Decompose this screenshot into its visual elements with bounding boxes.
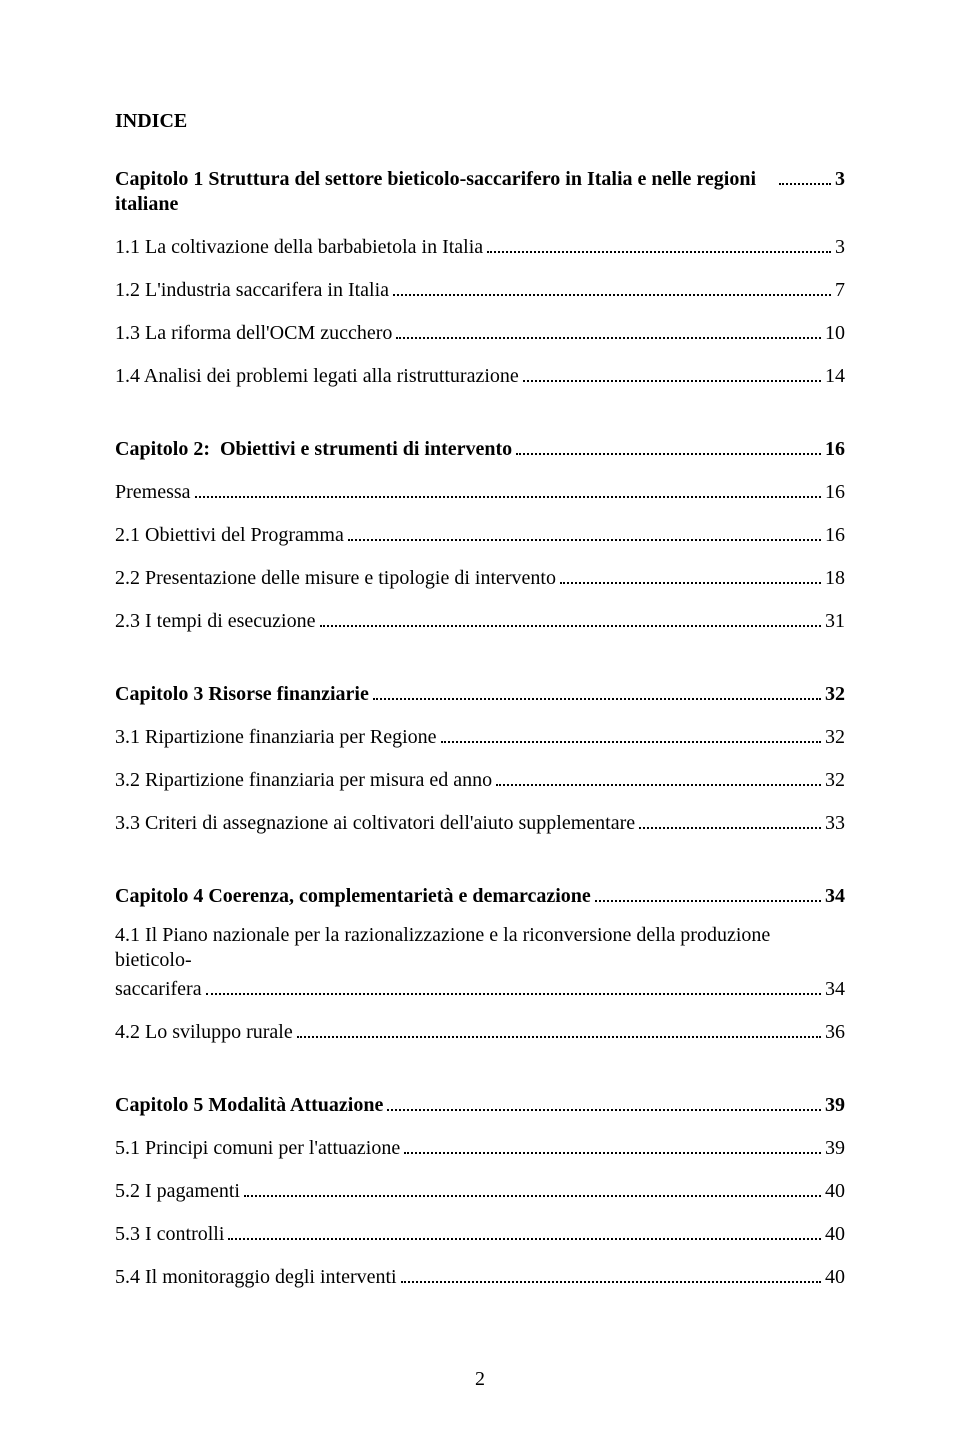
toc-entry-text: 5.4 Il monitoraggio degli interventi xyxy=(115,1265,397,1290)
toc-leader-dots xyxy=(639,807,821,829)
toc-entry-page: 40 xyxy=(825,1179,845,1204)
toc-chapter-heading: Capitolo 1 Struttura del settore bietico… xyxy=(115,163,845,217)
toc-leader-dots xyxy=(560,562,821,584)
toc-leader-dots xyxy=(496,764,821,786)
toc-entry-page: 3 xyxy=(835,235,845,260)
toc-entry: 1.3 La riforma dell'OCM zucchero 10 xyxy=(115,317,845,346)
toc-entry: 1.2 L'industria saccarifera in Italia 7 xyxy=(115,274,845,303)
toc-leader-dots xyxy=(401,1261,821,1283)
toc-entry-page: 34 xyxy=(825,884,845,909)
toc-entry-page: 32 xyxy=(825,768,845,793)
toc-entry-page: 10 xyxy=(825,321,845,346)
toc-leader-dots xyxy=(195,476,821,498)
toc-leader-dots xyxy=(487,231,831,253)
toc-entry-text: 2.3 I tempi di esecuzione xyxy=(115,609,316,634)
toc-entry-text: 5.1 Principi comuni per l'attuazione xyxy=(115,1136,400,1161)
toc-entry-page: 3 xyxy=(835,167,845,192)
toc-leader-dots xyxy=(404,1132,821,1154)
toc-leader-dots xyxy=(244,1175,821,1197)
toc-entry-text: 1.3 La riforma dell'OCM zucchero xyxy=(115,321,392,346)
toc-chapter-heading: Capitolo 4 Coerenza, complementarietà e … xyxy=(115,880,845,909)
toc-leader-dots xyxy=(373,678,821,700)
toc-leader-dots xyxy=(228,1218,821,1240)
toc-leader-dots xyxy=(387,1089,821,1111)
toc-entry-text: 5.3 I controlli xyxy=(115,1222,224,1247)
toc-entry-text: Capitolo 3 Risorse finanziarie xyxy=(115,682,369,707)
toc-entry-text: 5.2 I pagamenti xyxy=(115,1179,240,1204)
toc-entry: 2.2 Presentazione delle misure e tipolog… xyxy=(115,562,845,591)
document-title: INDICE xyxy=(115,110,845,133)
toc-entry: 2.3 I tempi di esecuzione 31 xyxy=(115,605,845,634)
toc-entry-page: 32 xyxy=(825,725,845,750)
toc-entry: 1.4 Analisi dei problemi legati alla ris… xyxy=(115,360,845,389)
toc-leader-dots xyxy=(595,880,821,902)
toc-entry-page: 16 xyxy=(825,437,845,462)
toc-entry-page: 39 xyxy=(825,1136,845,1161)
toc-entry-text: Capitolo 1 Struttura del settore bietico… xyxy=(115,167,775,217)
toc-entry-text: 1.2 L'industria saccarifera in Italia xyxy=(115,278,389,303)
toc-entry-text: 2.1 Obiettivi del Programma xyxy=(115,523,344,548)
toc-leader-dots xyxy=(441,721,821,743)
toc-entry-page: 16 xyxy=(825,523,845,548)
toc-entry-text: Capitolo 5 Modalità Attuazione xyxy=(115,1093,383,1118)
toc-entry: 3.3 Criteri di assegnazione ai coltivato… xyxy=(115,807,845,836)
toc-entry: 4.1 Il Piano nazionale per la razionaliz… xyxy=(115,923,845,1002)
section-gap xyxy=(115,648,845,678)
toc-leader-dots xyxy=(206,973,821,995)
toc-leader-dots xyxy=(523,360,821,382)
toc-leader-dots xyxy=(393,274,831,296)
toc-entry-text: 2.2 Presentazione delle misure e tipolog… xyxy=(115,566,556,591)
toc-entry-page: 40 xyxy=(825,1222,845,1247)
toc-entry-text: 1.4 Analisi dei problemi legati alla ris… xyxy=(115,364,519,389)
toc-entry: Premessa 16 xyxy=(115,476,845,505)
toc-entry-page: 40 xyxy=(825,1265,845,1290)
toc-leader-dots xyxy=(348,519,821,541)
toc-leader-dots xyxy=(396,317,821,339)
toc-entry-page: 39 xyxy=(825,1093,845,1118)
toc-entry-text: 1.1 La coltivazione della barbabietola i… xyxy=(115,235,483,260)
toc-entry-page: 31 xyxy=(825,609,845,634)
toc-entry-page: 7 xyxy=(835,278,845,303)
toc-entry-page: 16 xyxy=(825,480,845,505)
toc-entry: 5.1 Principi comuni per l'attuazione 39 xyxy=(115,1132,845,1161)
toc-entry-text: 3.3 Criteri di assegnazione ai coltivato… xyxy=(115,811,635,836)
toc-chapter-heading: Capitolo 2: Obiettivi e strumenti di int… xyxy=(115,433,845,462)
toc-entry: 5.4 Il monitoraggio degli interventi 40 xyxy=(115,1261,845,1290)
toc-chapter-heading: Capitolo 3 Risorse finanziarie 32 xyxy=(115,678,845,707)
toc-chapter-heading: Capitolo 5 Modalità Attuazione 39 xyxy=(115,1089,845,1118)
toc-entry-text: Premessa xyxy=(115,480,191,505)
toc-entry-page: 34 xyxy=(825,977,845,1002)
toc-entry: 3.2 Ripartizione finanziaria per misura … xyxy=(115,764,845,793)
toc-entry-text: 4.2 Lo sviluppo rurale xyxy=(115,1020,293,1045)
page-number: 2 xyxy=(0,1368,960,1391)
toc-entry-text: Capitolo 2: Obiettivi e strumenti di int… xyxy=(115,437,512,462)
toc-entry: 4.2 Lo sviluppo rurale 36 xyxy=(115,1016,845,1045)
toc-entry-page: 18 xyxy=(825,566,845,591)
toc-leader-dots xyxy=(320,605,822,627)
toc-entry-text: 3.2 Ripartizione finanziaria per misura … xyxy=(115,768,492,793)
section-gap xyxy=(115,850,845,880)
toc-entry: 5.2 I pagamenti 40 xyxy=(115,1175,845,1204)
toc-leader-dots xyxy=(297,1016,821,1038)
toc-entry-page: 36 xyxy=(825,1020,845,1045)
toc-entry: 3.1 Ripartizione finanziaria per Regione… xyxy=(115,721,845,750)
toc-entry-text: 3.1 Ripartizione finanziaria per Regione xyxy=(115,725,437,750)
toc-leader-dots xyxy=(516,433,821,455)
table-of-contents: Capitolo 1 Struttura del settore bietico… xyxy=(115,163,845,1290)
section-gap xyxy=(115,1059,845,1089)
toc-entry-page: 33 xyxy=(825,811,845,836)
toc-entry: 2.1 Obiettivi del Programma 16 xyxy=(115,519,845,548)
section-gap xyxy=(115,403,845,433)
toc-entry-page: 32 xyxy=(825,682,845,707)
toc-leader-dots xyxy=(779,163,831,185)
toc-entry-text-line1: 4.1 Il Piano nazionale per la razionaliz… xyxy=(115,923,845,973)
toc-entry: 5.3 I controlli 40 xyxy=(115,1218,845,1247)
toc-entry-page: 14 xyxy=(825,364,845,389)
toc-entry-text-line2: saccarifera xyxy=(115,977,202,1002)
toc-entry-text: Capitolo 4 Coerenza, complementarietà e … xyxy=(115,884,591,909)
page: INDICE Capitolo 1 Struttura del settore … xyxy=(0,0,960,1451)
toc-entry: 1.1 La coltivazione della barbabietola i… xyxy=(115,231,845,260)
